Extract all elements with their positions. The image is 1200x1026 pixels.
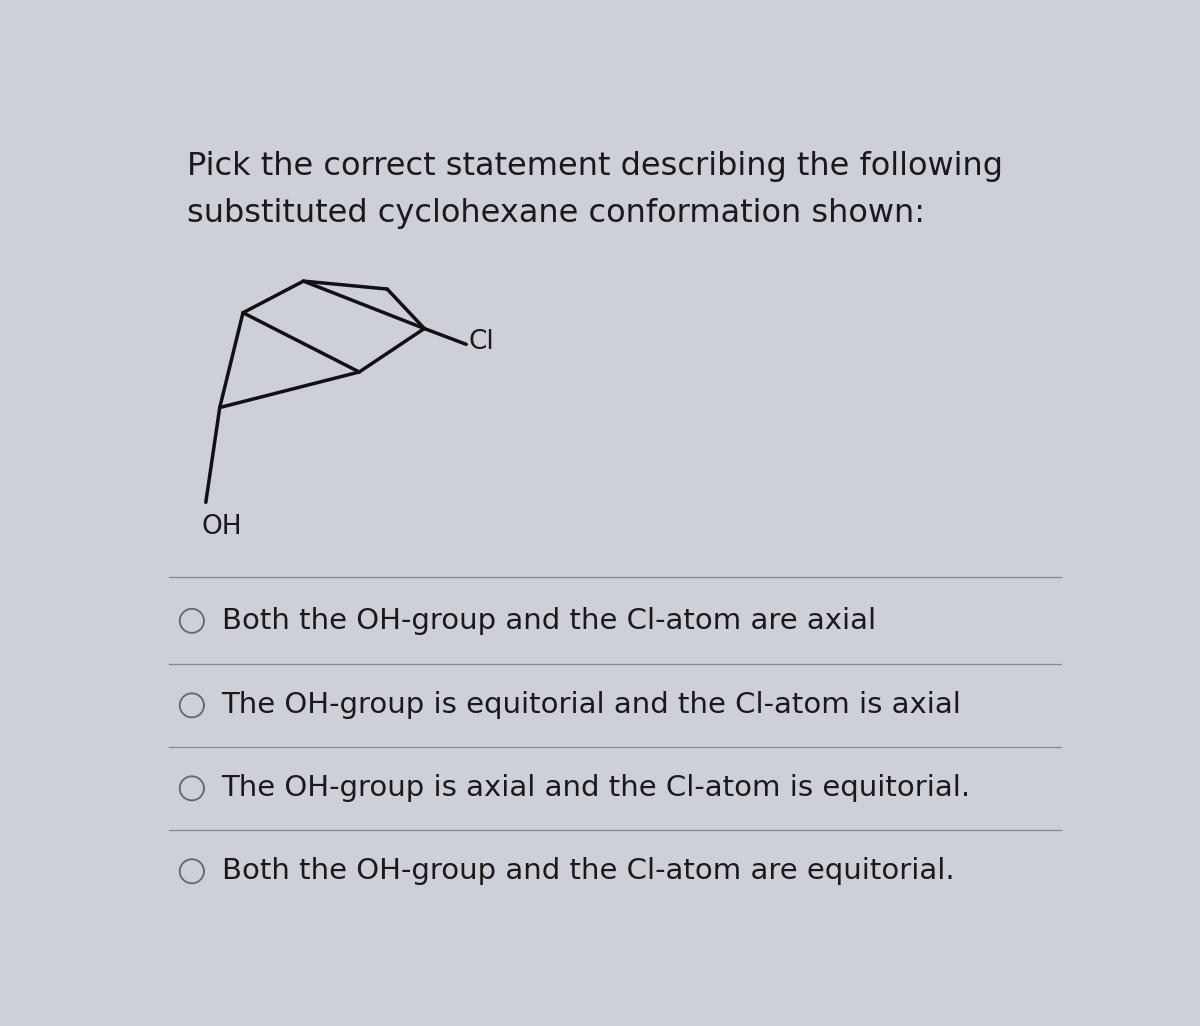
Text: The OH-group is axial and the Cl-atom is equitorial.: The OH-group is axial and the Cl-atom is…: [222, 775, 971, 802]
Text: Both the OH-group and the Cl-atom are axial: Both the OH-group and the Cl-atom are ax…: [222, 606, 876, 635]
Text: Both the OH-group and the Cl-atom are equitorial.: Both the OH-group and the Cl-atom are eq…: [222, 858, 954, 885]
Text: OH: OH: [202, 514, 241, 540]
Text: substituted cyclohexane conformation shown:: substituted cyclohexane conformation sho…: [187, 198, 925, 229]
Text: The OH-group is equitorial and the Cl-atom is axial: The OH-group is equitorial and the Cl-at…: [222, 692, 961, 719]
Text: Pick the correct statement describing the following: Pick the correct statement describing th…: [187, 151, 1003, 182]
Text: Cl: Cl: [469, 329, 494, 355]
